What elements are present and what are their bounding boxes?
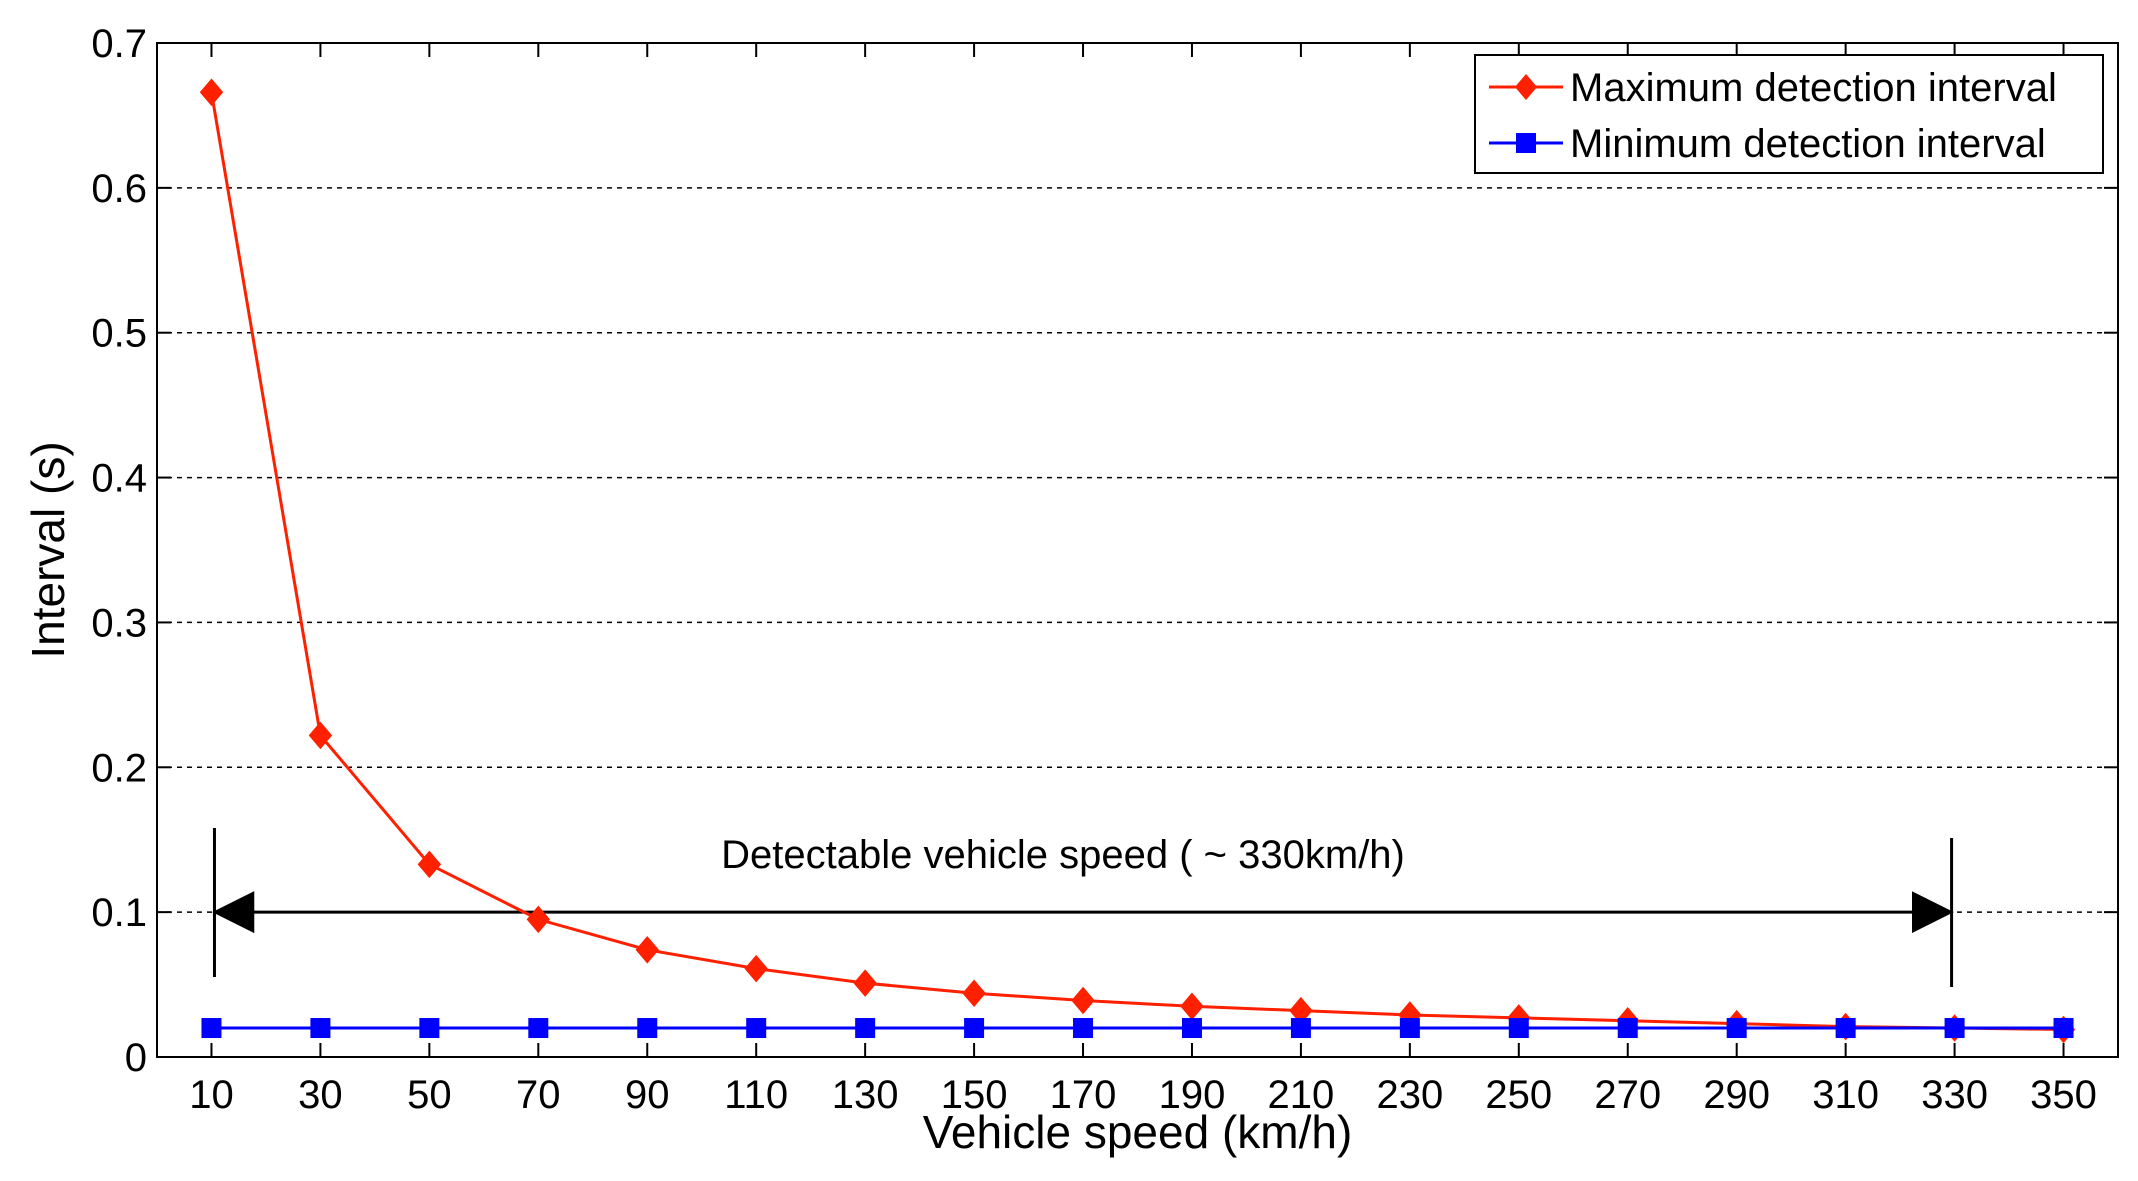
x-tick-label: 10 [189,1073,234,1117]
x-tick-label: 130 [832,1073,899,1117]
legend-marker [1514,74,1538,100]
y-tick-label: 0.6 [91,167,147,211]
legend-entry: Minimum detection interval [1489,122,2046,166]
x-tick-label: 170 [1050,1073,1117,1117]
data-point [744,954,768,983]
y-tick-label: 0.4 [91,457,147,501]
data-point [1181,1018,1202,1039]
data-point [1180,992,1204,1021]
x-axis-label: Vehicle speed (km/h) [923,1106,1353,1158]
data-point [419,1018,440,1039]
legend-marker [1516,133,1536,153]
data-point [1835,1018,1856,1039]
data-point [1073,1018,1094,1039]
x-tick-label: 210 [1268,1073,1335,1117]
plot-frame [156,42,2119,1058]
data-point [853,969,877,997]
x-tick-label: 90 [625,1073,670,1117]
x-tick-label: 30 [298,1073,343,1117]
data-point [1071,986,1095,1015]
x-tick-label: 290 [1703,1073,1770,1117]
data-point [199,78,224,107]
data-point [2053,1018,2074,1039]
data-point [1726,1018,1747,1039]
x-tick-label: 110 [724,1073,788,1117]
x-tick-label: 250 [1485,1073,1552,1117]
data-point [417,850,442,879]
x-tick-label: 350 [2030,1073,2097,1117]
data-point [962,979,986,1008]
x-tick-label: 190 [1159,1073,1226,1117]
data-point [637,1018,658,1039]
x-tick-label: 270 [1594,1073,1661,1117]
x-tick-label: 50 [407,1073,452,1117]
legend-label: Minimum detection interval [1570,122,2046,166]
series-line [209,92,2064,1031]
y-tick-label: 0.3 [91,601,147,645]
data-point [1290,1018,1311,1039]
data-point [855,1018,876,1039]
grid [157,187,2118,913]
legend-box [1474,54,2104,174]
y-tick-label: 0.7 [91,22,147,66]
axis-ticks [157,42,2118,1058]
data-point [964,1018,985,1039]
data-point [1508,1018,1529,1039]
legend: Maximum detection interval Minimum detect… [1474,54,2104,174]
y-tick-label: 0 [125,1036,147,1080]
series-maximum [199,78,2076,1044]
tick-labels: 0 0.1 0.2 0.3 0.4 0.5 0.6 0.7 10 30 50 70 90 110 130 15… [91,22,2097,1117]
data-point [746,1018,767,1039]
speed-range-annotation: Detectable vehicle speed ( ~ 330km/h) [212,828,1954,987]
y-tick-label: 0.2 [91,746,147,790]
data-point [1399,1018,1420,1039]
x-tick-label: 230 [1376,1073,1443,1117]
legend-label: Maximum detection interval [1570,66,2057,110]
series [199,78,2076,1044]
x-tick-label: 330 [1921,1073,1988,1117]
y-tick-label: 0.1 [91,891,147,935]
annotation-text: Detectable vehicle speed ( ~ 330km/h) [721,833,1405,877]
data-point [201,1018,222,1039]
x-tick-label: 70 [516,1073,561,1117]
data-point [526,905,551,934]
x-tick-label: 310 [1812,1073,1879,1117]
data-point [310,1018,331,1039]
y-axis-label: Interval (s) [22,441,74,658]
data-point [635,936,659,964]
x-tick-label: 150 [941,1073,1008,1117]
series-minimum [201,1018,2074,1039]
y-tick-label: 0.5 [91,312,147,356]
data-point [528,1018,549,1039]
legend-entry: Maximum detection interval [1489,66,2057,110]
data-point [1617,1018,1638,1039]
data-point [308,721,333,750]
data-point [1944,1018,1965,1039]
